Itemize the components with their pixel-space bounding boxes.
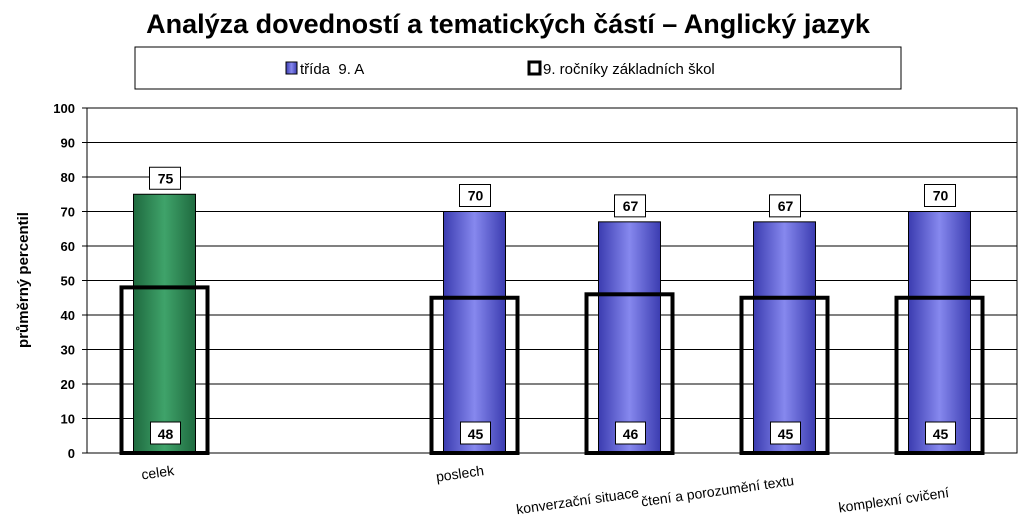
data-label-schools: 45 xyxy=(778,426,794,442)
legend-label-schools: 9. ročníky základních škol xyxy=(543,61,715,78)
legend-box xyxy=(134,46,902,90)
data-label-schools: 45 xyxy=(468,426,484,442)
data-label-box-schools xyxy=(615,421,646,445)
y-tick-label: 70 xyxy=(61,205,75,220)
legend-swatch-class xyxy=(285,61,298,75)
data-label-schools: 45 xyxy=(933,426,949,442)
bar-schools xyxy=(739,295,830,455)
overlay-bars xyxy=(119,285,985,455)
data-label-box-schools xyxy=(150,421,181,445)
data-label-schools: 46 xyxy=(623,426,639,442)
data-label-class: 70 xyxy=(468,188,484,204)
y-tick-label: 40 xyxy=(61,308,75,323)
category-label: celek xyxy=(140,462,176,483)
data-label-box-class xyxy=(769,194,801,218)
data-label-class: 67 xyxy=(623,198,639,214)
data-label-box-class xyxy=(614,194,646,218)
chart-title: Analýza dovedností a tematických částí –… xyxy=(146,9,871,39)
y-tick-label: 100 xyxy=(53,101,75,116)
bar-schools xyxy=(584,292,675,455)
data-labels: 75 48 70 45 67 46 67 45 70 45 xyxy=(149,166,956,445)
y-axis-label: průměrný percentil xyxy=(15,212,32,348)
data-label-box-schools xyxy=(770,421,801,445)
data-label-box-class xyxy=(149,166,181,190)
bar-class xyxy=(133,193,196,454)
category-label: komplexní cvičení xyxy=(837,484,950,515)
bar-class xyxy=(598,221,661,454)
y-tick-label: 10 xyxy=(61,412,75,427)
bar-class xyxy=(908,211,971,454)
data-label-box-schools xyxy=(460,421,491,445)
data-label-box-schools xyxy=(925,421,956,445)
legend: třída 9. A 9. ročníky základních škol xyxy=(134,46,902,90)
y-tick-label: 50 xyxy=(61,274,75,289)
data-label-schools: 48 xyxy=(158,426,174,442)
legend-label-class: třída 9. A xyxy=(300,61,364,78)
bar-class xyxy=(443,211,506,454)
bar-schools xyxy=(894,295,985,455)
bar-schools xyxy=(119,285,210,455)
bars xyxy=(133,193,971,454)
y-tick-label: 80 xyxy=(61,170,75,185)
category-labels: celek poslech konverzační situace čtení a p… xyxy=(140,462,950,517)
data-label-class: 70 xyxy=(933,188,949,204)
data-label-class: 75 xyxy=(158,170,174,186)
category-label: čtení a porozumění textu xyxy=(640,472,795,509)
y-tick-label: 90 xyxy=(61,136,75,151)
data-label-box-class xyxy=(459,184,491,207)
data-label-box-class xyxy=(924,184,956,207)
category-label: konverzační situace xyxy=(515,484,640,517)
y-axis-ticks: 0 10 20 30 40 50 60 70 80 90 100 xyxy=(53,101,87,461)
y-tick-label: 20 xyxy=(61,377,75,392)
bar-class xyxy=(753,221,816,454)
category-label: poslech xyxy=(435,462,485,485)
gridlines xyxy=(87,142,1017,419)
legend-swatch-schools xyxy=(527,60,542,76)
y-tick-label: 60 xyxy=(61,239,75,254)
bar-schools xyxy=(429,295,520,455)
data-label-class: 67 xyxy=(778,198,794,214)
y-tick-label: 30 xyxy=(61,343,75,358)
y-tick-label: 0 xyxy=(68,446,75,461)
